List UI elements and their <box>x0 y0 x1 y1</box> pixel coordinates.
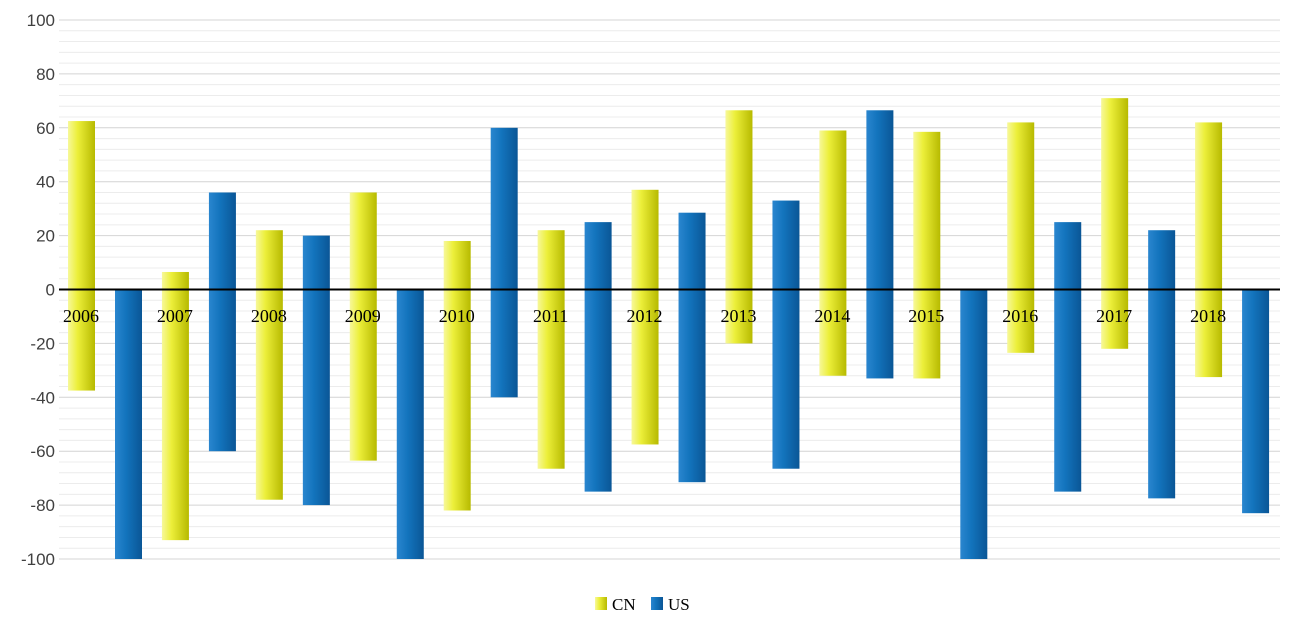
category-label: 2014 <box>814 306 850 326</box>
category-label: 2012 <box>627 306 663 326</box>
bar-cn-2010 <box>443 240 471 511</box>
bar-cn-2016 <box>1007 122 1035 353</box>
bars <box>68 98 1270 559</box>
bar-cn-2009 <box>349 192 377 461</box>
category-label: 2006 <box>63 306 99 326</box>
bar-us-2015 <box>960 289 988 559</box>
bar-cn-2011 <box>537 230 565 469</box>
bar-cn-2015 <box>913 131 941 379</box>
legend-swatch-us <box>651 597 663 610</box>
category-label: 2016 <box>1002 306 1038 326</box>
bar-us-2014 <box>866 110 894 379</box>
y-tick-label: -80 <box>30 496 55 515</box>
category-labels: 2006 2007 2008 2009 2010 2011 2012 2013 2014 2015… <box>63 306 1226 326</box>
category-label: 2008 <box>251 306 287 326</box>
bar-cn-2014 <box>819 130 847 376</box>
category-label: 2015 <box>908 306 944 326</box>
legend-swatch-cn <box>595 597 607 610</box>
bar-us-2009 <box>396 289 424 559</box>
category-label: 2009 <box>345 306 381 326</box>
category-label: 2017 <box>1096 306 1132 326</box>
bar-us-2007 <box>208 192 236 452</box>
y-tick-label: -40 <box>30 388 55 407</box>
bar-cn-2013 <box>725 110 753 344</box>
y-tick-label: 80 <box>36 65 55 84</box>
bar-us-2011 <box>584 222 612 492</box>
category-label: 2013 <box>720 306 756 326</box>
bar-us-2018 <box>1242 289 1270 514</box>
legend-label-us: US <box>668 595 690 614</box>
y-tick-label: -20 <box>30 334 55 353</box>
y-tick-label: 100 <box>27 11 55 30</box>
y-tick-label: 60 <box>36 119 55 138</box>
category-label: 2011 <box>533 306 568 326</box>
y-axis-ticks: 100 80 60 40 20 0 -20 -40 -60 -80 -100 <box>21 11 55 569</box>
y-tick-label: -100 <box>21 550 55 569</box>
bar-us-2013 <box>772 200 800 469</box>
bar-us-2008 <box>302 235 330 506</box>
y-tick-label: -60 <box>30 442 55 461</box>
bar-us-2017 <box>1148 230 1176 499</box>
bar-cn-2008 <box>255 230 283 500</box>
bar-cn-2007 <box>161 271 189 541</box>
bar-us-2016 <box>1054 222 1082 492</box>
bar-cn-2006 <box>68 121 95 391</box>
y-tick-label: 0 <box>46 281 55 300</box>
bar-cn-2017 <box>1101 98 1129 349</box>
category-label: 2007 <box>157 306 193 326</box>
y-tick-label: 40 <box>36 173 55 192</box>
y-tick-label: 20 <box>36 227 55 246</box>
category-label: 2018 <box>1190 306 1226 326</box>
legend-label-cn: CN <box>612 595 636 614</box>
category-label: 2010 <box>439 306 475 326</box>
bar-us-2012 <box>678 212 706 483</box>
bar-cn-2012 <box>631 189 659 445</box>
bar-cn-2018 <box>1195 122 1223 378</box>
bar-us-2006 <box>115 289 142 559</box>
bar-us-2010 <box>490 127 518 398</box>
legend: CN US <box>595 595 690 614</box>
